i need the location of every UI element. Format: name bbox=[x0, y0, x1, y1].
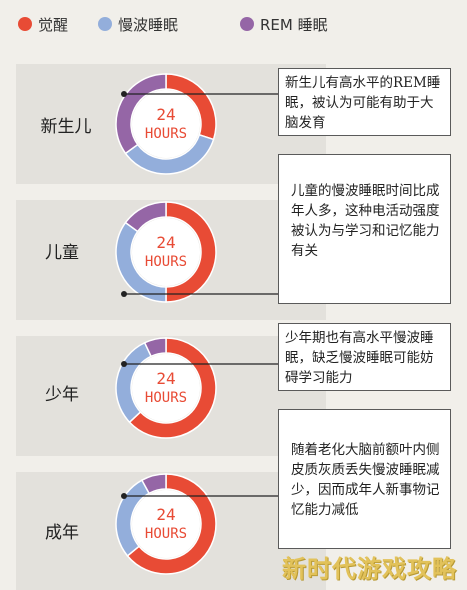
connector-dot-newborn bbox=[121, 91, 127, 97]
center-text-unit-child: HOURS bbox=[145, 254, 187, 270]
note-newborn: 新生儿有高水平的REM睡眠，被认为可能有助于大脑发育 bbox=[278, 68, 451, 136]
watermark: 新时代游戏攻略 bbox=[282, 555, 457, 583]
stage-label-child: 儿童 bbox=[45, 243, 79, 263]
legend-label-awake: 觉醒 bbox=[38, 15, 69, 34]
center-text-number-newborn: 24 bbox=[156, 105, 175, 124]
legend-item-slow-wave: 慢波睡眠 bbox=[98, 14, 178, 34]
legend-swatch-rem bbox=[240, 17, 254, 31]
connector-dot-teen bbox=[121, 361, 127, 367]
center-text-number-child: 24 bbox=[156, 233, 175, 252]
donut-hole-teen bbox=[132, 354, 200, 422]
donut-hole-adult bbox=[132, 490, 200, 558]
connector-dot-child bbox=[121, 291, 127, 297]
note-child: 儿童的慢波睡眠时间比成年人多，这种电活动强度被认为与学习和记忆能力有关 bbox=[278, 154, 451, 304]
slice-child-rem bbox=[124, 201, 167, 233]
donut-hole-newborn bbox=[132, 90, 200, 158]
legend: 觉醒 慢波睡眠 REM 睡眠 bbox=[0, 0, 467, 46]
center-text-unit-teen: HOURS bbox=[145, 390, 187, 406]
legend-swatch-slow-wave bbox=[98, 17, 112, 31]
note-teen: 少年期也有高水平慢波睡眠，缺乏慢波睡眠可能妨碍学习能力 bbox=[278, 323, 451, 391]
note-adult: 随着老化大脑前额叶内侧皮质灰质丢失慢波睡眠减少，因而成年人新事物记忆能力减低 bbox=[278, 409, 451, 549]
legend-label-rem: REM 睡眠 bbox=[260, 15, 328, 34]
legend-label-slow-wave: 慢波睡眠 bbox=[118, 15, 179, 34]
legend-item-rem: REM 睡眠 bbox=[240, 14, 328, 34]
donut-hole-child bbox=[132, 218, 200, 286]
center-text-unit-adult: HOURS bbox=[145, 526, 187, 542]
stage-label-teen: 少年 bbox=[45, 385, 79, 405]
slice-teen-awake bbox=[128, 337, 217, 439]
legend-item-awake: 觉醒 bbox=[18, 14, 68, 34]
legend-swatch-awake bbox=[18, 17, 32, 31]
center-text-number-teen: 24 bbox=[156, 369, 175, 388]
slice-teen-rem bbox=[143, 337, 167, 358]
slice-adult-rem bbox=[140, 473, 167, 495]
stage-label-newborn: 新生儿 bbox=[40, 117, 92, 137]
connector-dot-adult bbox=[121, 493, 127, 499]
center-text-number-adult: 24 bbox=[156, 505, 175, 524]
center-text-unit-newborn: HOURS bbox=[145, 126, 187, 142]
slice-adult-awake bbox=[126, 473, 217, 575]
stage-label-adult: 成年 bbox=[45, 523, 79, 543]
